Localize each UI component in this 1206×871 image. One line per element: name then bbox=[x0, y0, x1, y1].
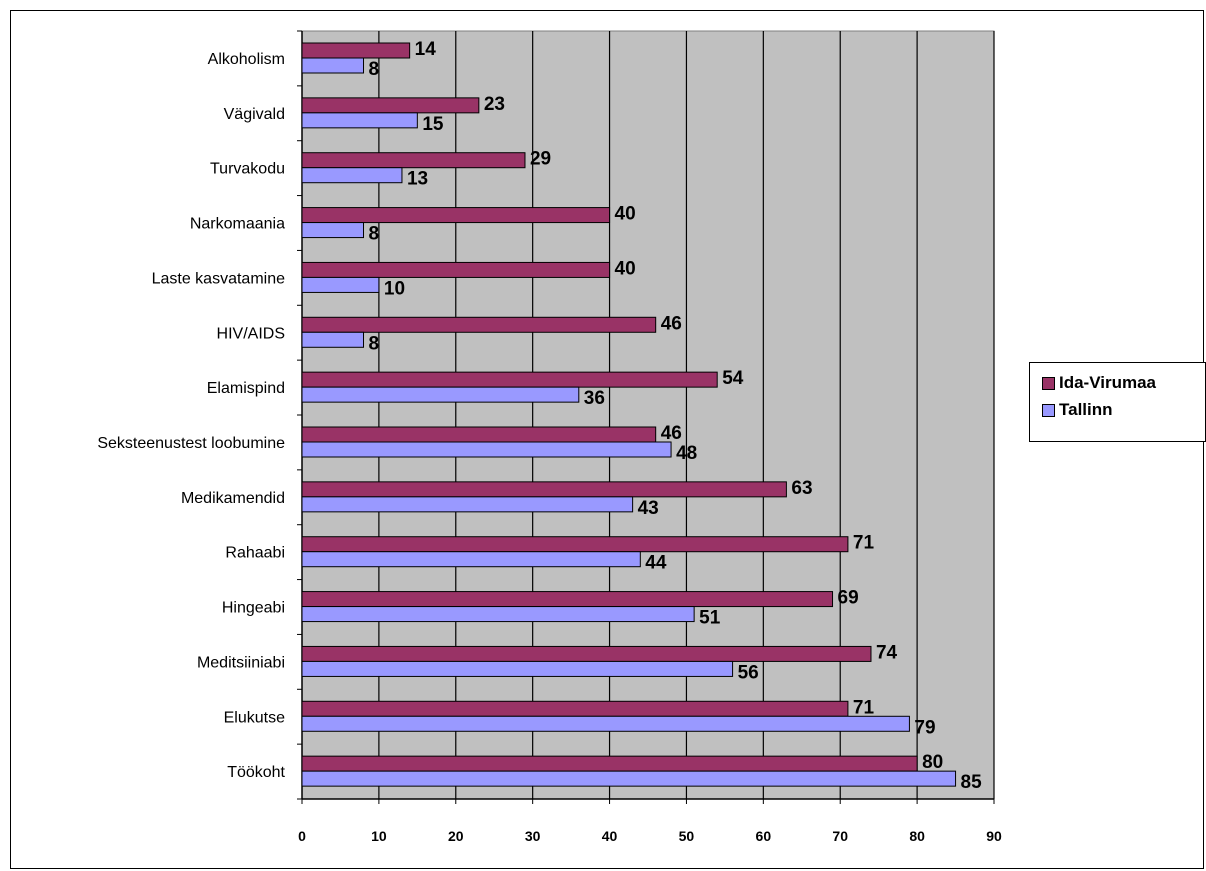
y-tick-label-seksteenustest-loobumine: Seksteenustest loobumine bbox=[97, 435, 285, 452]
x-tick-label-40: 40 bbox=[602, 828, 618, 844]
data-label-ida-virumaa-v-givald: 23 bbox=[484, 94, 505, 115]
data-label-ida-virumaa-t-koht: 80 bbox=[922, 752, 943, 773]
bar-ida-virumaa-elamispind bbox=[301, 371, 718, 388]
data-label-ida-virumaa-rahaabi: 71 bbox=[853, 533, 875, 554]
y-tick-label-t-koht: Töökoht bbox=[227, 764, 285, 781]
legend-item-ida-virumaa: Ida-Virumaa bbox=[1042, 371, 1156, 395]
bar-tallinn-t-koht bbox=[301, 770, 957, 787]
y-tick-label-v-givald: Vägivald bbox=[224, 106, 285, 123]
bar-tallinn-narkomaania bbox=[301, 222, 365, 239]
data-label-tallinn-v-givald: 15 bbox=[422, 114, 444, 135]
data-label-tallinn-elukutse: 79 bbox=[914, 717, 935, 738]
legend-item-tallinn: Tallinn bbox=[1042, 398, 1113, 422]
bar-tallinn-meditsiiniabi bbox=[301, 660, 734, 677]
bar-tallinn-rahaabi bbox=[301, 551, 641, 568]
bar-tallinn-elamispind bbox=[301, 386, 580, 403]
x-tick-label-20: 20 bbox=[448, 828, 464, 844]
bar-ida-virumaa-turvakodu bbox=[301, 152, 526, 169]
x-tick-label-50: 50 bbox=[679, 828, 695, 844]
data-label-tallinn-laste-kasvatamine: 10 bbox=[384, 278, 405, 299]
bar-ida-virumaa-seksteenustest-loobumine bbox=[301, 426, 657, 443]
bar-ida-virumaa-rahaabi bbox=[301, 536, 849, 553]
data-label-ida-virumaa-elamispind: 54 bbox=[722, 368, 744, 389]
y-tick-label-medikamendid: Medikamendid bbox=[181, 490, 285, 507]
data-label-tallinn-hiv-aids: 8 bbox=[369, 333, 380, 354]
data-label-tallinn-alkoholism: 8 bbox=[369, 59, 380, 80]
bar-ida-virumaa-alkoholism bbox=[301, 42, 411, 59]
y-tick-label-turvakodu: Turvakodu bbox=[210, 161, 285, 178]
bar-ida-virumaa-hiv-aids bbox=[301, 316, 657, 333]
legend-swatch-tallinn bbox=[1042, 403, 1055, 417]
legend-label-ida-virumaa: Ida-Virumaa bbox=[1059, 373, 1157, 392]
y-tick-label-hiv-aids: HIV/AIDS bbox=[217, 325, 285, 342]
data-label-tallinn-t-koht: 85 bbox=[961, 772, 983, 793]
y-tick-label-alkoholism: Alkoholism bbox=[208, 51, 285, 68]
bar-ida-virumaa-medikamendid bbox=[301, 481, 787, 498]
data-label-tallinn-elamispind: 36 bbox=[584, 388, 605, 409]
y-tick-label-hingeabi: Hingeabi bbox=[222, 600, 285, 617]
x-tick-label-70: 70 bbox=[832, 828, 848, 844]
data-label-ida-virumaa-hingeabi: 69 bbox=[838, 588, 859, 609]
bar-ida-virumaa-laste-kasvatamine bbox=[301, 261, 611, 278]
bar-tallinn-elukutse bbox=[301, 715, 910, 732]
y-tick-label-elamispind: Elamispind bbox=[207, 380, 285, 397]
x-tick-label-60: 60 bbox=[756, 828, 772, 844]
bar-ida-virumaa-t-koht bbox=[301, 755, 918, 772]
bar-ida-virumaa-meditsiiniabi bbox=[301, 645, 872, 662]
bar-tallinn-laste-kasvatamine bbox=[301, 276, 380, 293]
x-tick-label-10: 10 bbox=[371, 828, 387, 844]
bar-tallinn-turvakodu bbox=[301, 167, 403, 184]
data-label-ida-virumaa-elukutse: 71 bbox=[853, 697, 875, 718]
x-tick-label-80: 80 bbox=[909, 828, 925, 844]
y-tick-label-narkomaania: Narkomaania bbox=[190, 216, 285, 233]
bar-tallinn-hingeabi bbox=[301, 606, 695, 623]
bar-tallinn-alkoholism bbox=[301, 57, 365, 74]
legend-label-tallinn: Tallinn bbox=[1059, 400, 1113, 419]
data-label-tallinn-meditsiiniabi: 56 bbox=[738, 662, 759, 683]
y-tick-label-elukutse: Elukutse bbox=[224, 709, 285, 726]
data-label-tallinn-rahaabi: 44 bbox=[645, 553, 667, 574]
data-label-tallinn-turvakodu: 13 bbox=[407, 169, 428, 190]
data-label-tallinn-narkomaania: 8 bbox=[369, 224, 380, 245]
bar-ida-virumaa-hingeabi bbox=[301, 591, 834, 608]
bar-tallinn-medikamendid bbox=[301, 496, 634, 513]
plot-area bbox=[301, 30, 995, 800]
x-tick-label-0: 0 bbox=[298, 828, 306, 844]
data-label-tallinn-seksteenustest-loobumine: 48 bbox=[676, 443, 697, 464]
x-tick-label-30: 30 bbox=[525, 828, 541, 844]
y-tick-label-meditsiiniabi: Meditsiiniabi bbox=[197, 654, 285, 671]
bar-ida-virumaa-elukutse bbox=[301, 700, 849, 717]
data-label-ida-virumaa-laste-kasvatamine: 40 bbox=[615, 258, 636, 279]
data-label-tallinn-medikamendid: 43 bbox=[638, 498, 659, 519]
y-tick-label-rahaabi: Rahaabi bbox=[225, 545, 285, 562]
data-label-ida-virumaa-medikamendid: 63 bbox=[791, 478, 812, 499]
x-tick-label-90: 90 bbox=[986, 828, 1002, 844]
y-tick-label-laste-kasvatamine: Laste kasvatamine bbox=[152, 270, 286, 287]
legend-swatch-ida-virumaa bbox=[1042, 376, 1055, 390]
data-label-tallinn-hingeabi: 51 bbox=[699, 608, 721, 629]
bar-tallinn-v-givald bbox=[301, 112, 418, 129]
bar-tallinn-seksteenustest-loobumine bbox=[301, 441, 672, 458]
bar-ida-virumaa-narkomaania bbox=[301, 207, 611, 224]
data-label-ida-virumaa-hiv-aids: 46 bbox=[661, 313, 682, 334]
data-label-ida-virumaa-meditsiiniabi: 74 bbox=[876, 642, 898, 663]
data-label-ida-virumaa-turvakodu: 29 bbox=[530, 149, 551, 170]
legend: Ida-Virumaa Tallinn bbox=[1029, 362, 1206, 442]
data-label-ida-virumaa-narkomaania: 40 bbox=[615, 204, 636, 225]
data-label-ida-virumaa-alkoholism: 14 bbox=[415, 39, 437, 60]
bar-ida-virumaa-v-givald bbox=[301, 97, 480, 114]
data-label-ida-virumaa-seksteenustest-loobumine: 46 bbox=[661, 423, 682, 444]
bar-tallinn-hiv-aids bbox=[301, 331, 365, 348]
